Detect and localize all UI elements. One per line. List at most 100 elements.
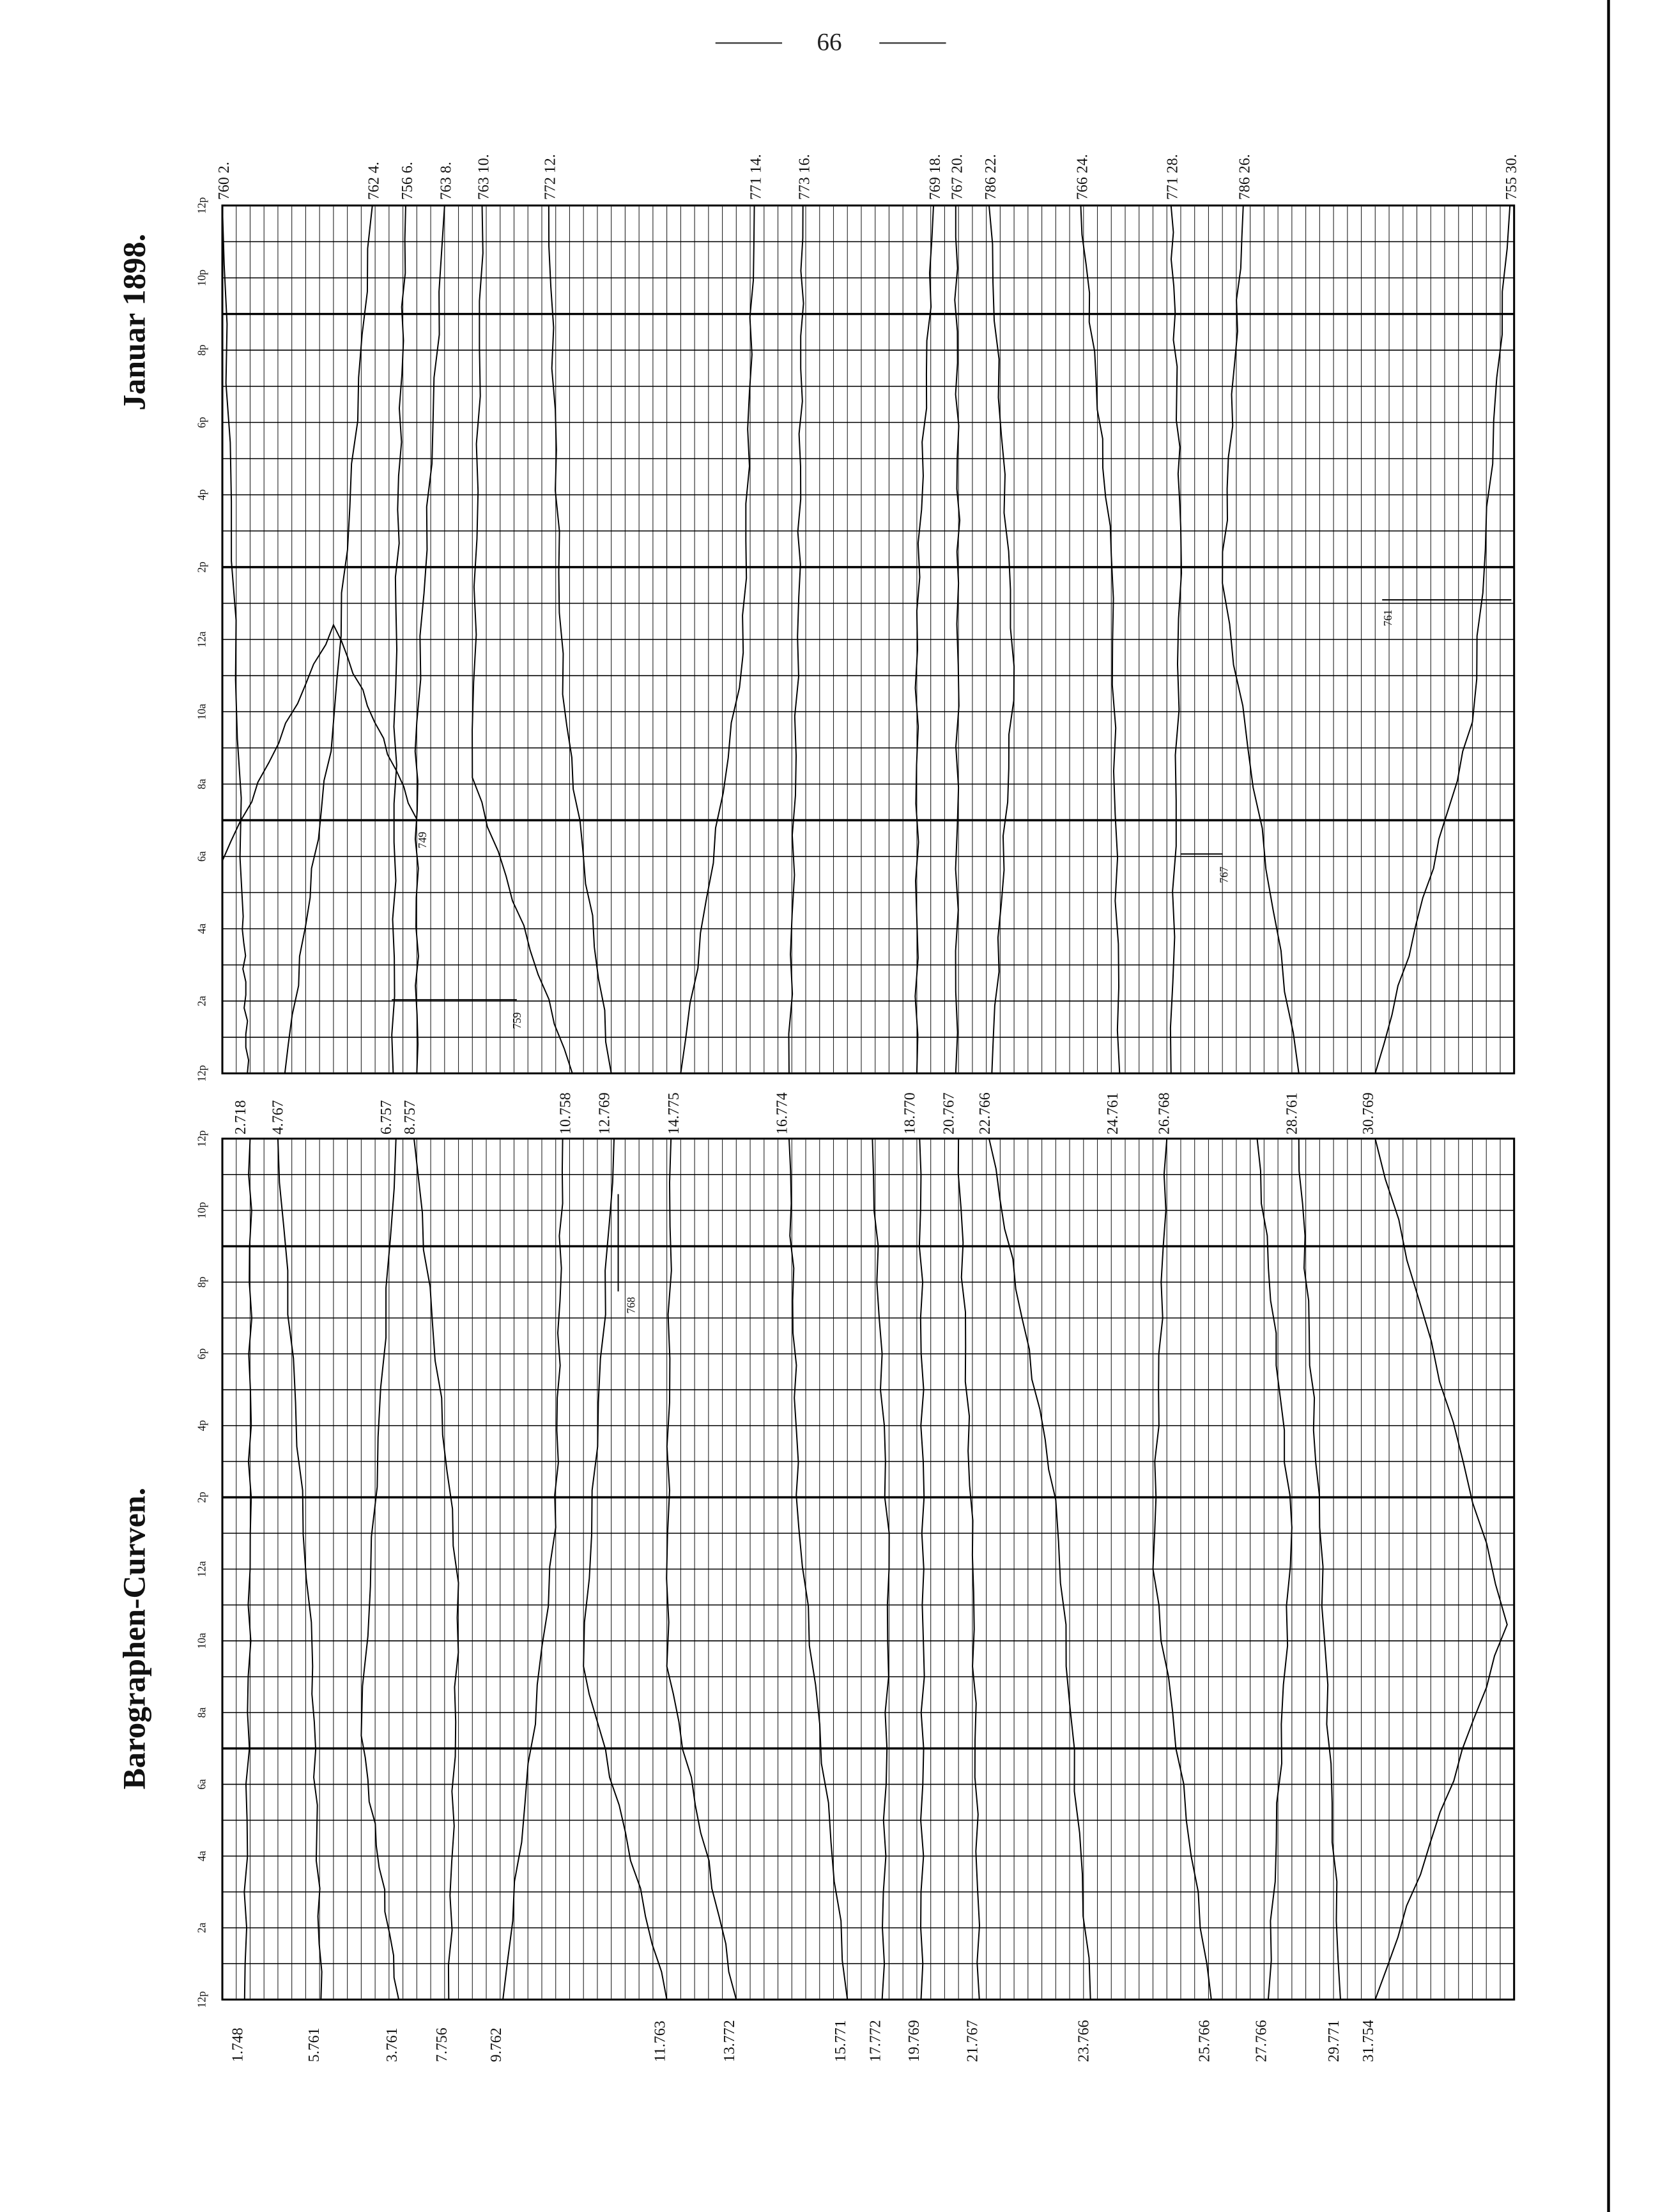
curve [918,1138,925,2000]
curve [988,205,1015,1074]
grid-panel [221,204,1516,1074]
end-label: 755 30. [1503,154,1520,200]
time-label: 4a [196,1850,208,1861]
curve [957,1138,980,2000]
end-label: 756 6. [399,162,416,200]
inner-label: 767 [1218,866,1231,883]
curve [872,1138,890,2000]
start-label: 20.767 [941,1092,958,1134]
time-label: 10a [196,703,208,719]
curve [1374,205,1511,1074]
end-label: 762 4. [366,162,383,200]
curve [360,1138,400,2000]
start-label: 26.768 [1156,1092,1173,1134]
start-label: 24.761 [1105,1092,1121,1134]
time-label: 10p [196,1202,208,1219]
curve [1256,1138,1293,2000]
end-label: 786 22. [983,154,999,200]
time-label: 6a [196,1779,208,1790]
curve [788,205,804,1074]
curve [548,205,612,1074]
start-label: 11.763 [652,2020,668,2062]
start-label: 25.766 [1197,2020,1213,2062]
start-label: 21.767 [965,2020,981,2062]
curve [222,623,418,862]
time-label: 10p [196,270,208,286]
curve [988,1138,1091,2000]
start-label: 30.769 [1360,1092,1377,1134]
curve [1374,1138,1508,2000]
time-label: 8a [196,1707,208,1718]
end-label: 760 2. [216,162,233,200]
curve [1169,205,1183,1074]
time-label: 10a [196,1633,208,1649]
time-label: 4p [196,489,208,501]
end-label: 766 24. [1074,154,1091,200]
time-label: 6p [196,416,208,428]
start-label: 16.774 [774,1092,791,1134]
time-label: 6p [196,1348,208,1360]
title: Januar 1898. [116,234,151,411]
start-label: 9.762 [488,2027,505,2062]
title: Barographen-Curven. [116,1488,151,1790]
time-label: 2p [196,1491,208,1503]
time-label: 8p [196,344,208,356]
curve [914,205,934,1074]
curve [788,1138,849,2000]
end-label: 786 26. [1237,154,1254,200]
curve [414,205,445,1074]
time-label: 2a [196,1923,208,1934]
start-label: 7.756 [434,2027,450,2062]
end-label: 771 28. [1165,154,1181,200]
curve [391,205,406,1074]
start-label: 28.761 [1284,1092,1301,1134]
time-label: 8a [196,779,208,789]
grid-panel [221,1138,1516,2001]
curve [243,1138,253,2000]
end-label: 772 12. [542,154,559,200]
start-label: 18.770 [902,1092,919,1134]
start-label: 2.718 [233,1100,249,1134]
start-label: 17.772 [867,2020,884,2062]
inner-label: 768 [625,1297,637,1313]
start-label: 6.757 [378,1100,395,1134]
curve [583,1138,668,2000]
start-label: 29.771 [1326,2020,1342,2062]
curve [222,205,250,1074]
start-label: 19.769 [906,2020,923,2062]
time-label: 12p [196,197,208,213]
end-label: 771 14. [748,154,764,200]
curve [1152,1138,1212,2000]
curve [277,1138,323,2000]
end-label: 767 20. [949,154,966,200]
curve [1222,205,1300,1074]
time-label: 2p [196,561,208,573]
inner-label: 759 [511,1012,523,1029]
curve [284,205,373,1074]
start-label: 5.761 [306,2027,323,2062]
start-label: 12.769 [596,1092,613,1134]
start-label: 8.757 [402,1100,419,1134]
time-label: 8p [196,1276,208,1288]
time-label: 6a [196,851,208,862]
start-label: 1.748 [230,2027,247,2062]
curve [1080,205,1121,1074]
curve [472,205,573,1074]
time-label: 4p [196,1420,208,1431]
start-label: 10.758 [558,1092,574,1134]
end-label: 763 10. [475,154,492,200]
inner-label: 761 [1382,609,1394,626]
start-label: 27.766 [1254,2020,1270,2062]
end-label: 769 18. [927,154,944,200]
start-label: 14.775 [666,1092,682,1134]
start-label: 13.772 [721,2020,738,2062]
start-label: 3.761 [384,2027,401,2062]
start-label: 4.767 [270,1100,287,1134]
end-label: 763 8. [438,162,455,200]
curve [666,1138,737,2000]
start-label: 31.754 [1360,2020,1377,2062]
start-label: 15.771 [833,2020,849,2062]
curve [1298,1138,1341,2000]
time-label: 12a [196,631,208,647]
